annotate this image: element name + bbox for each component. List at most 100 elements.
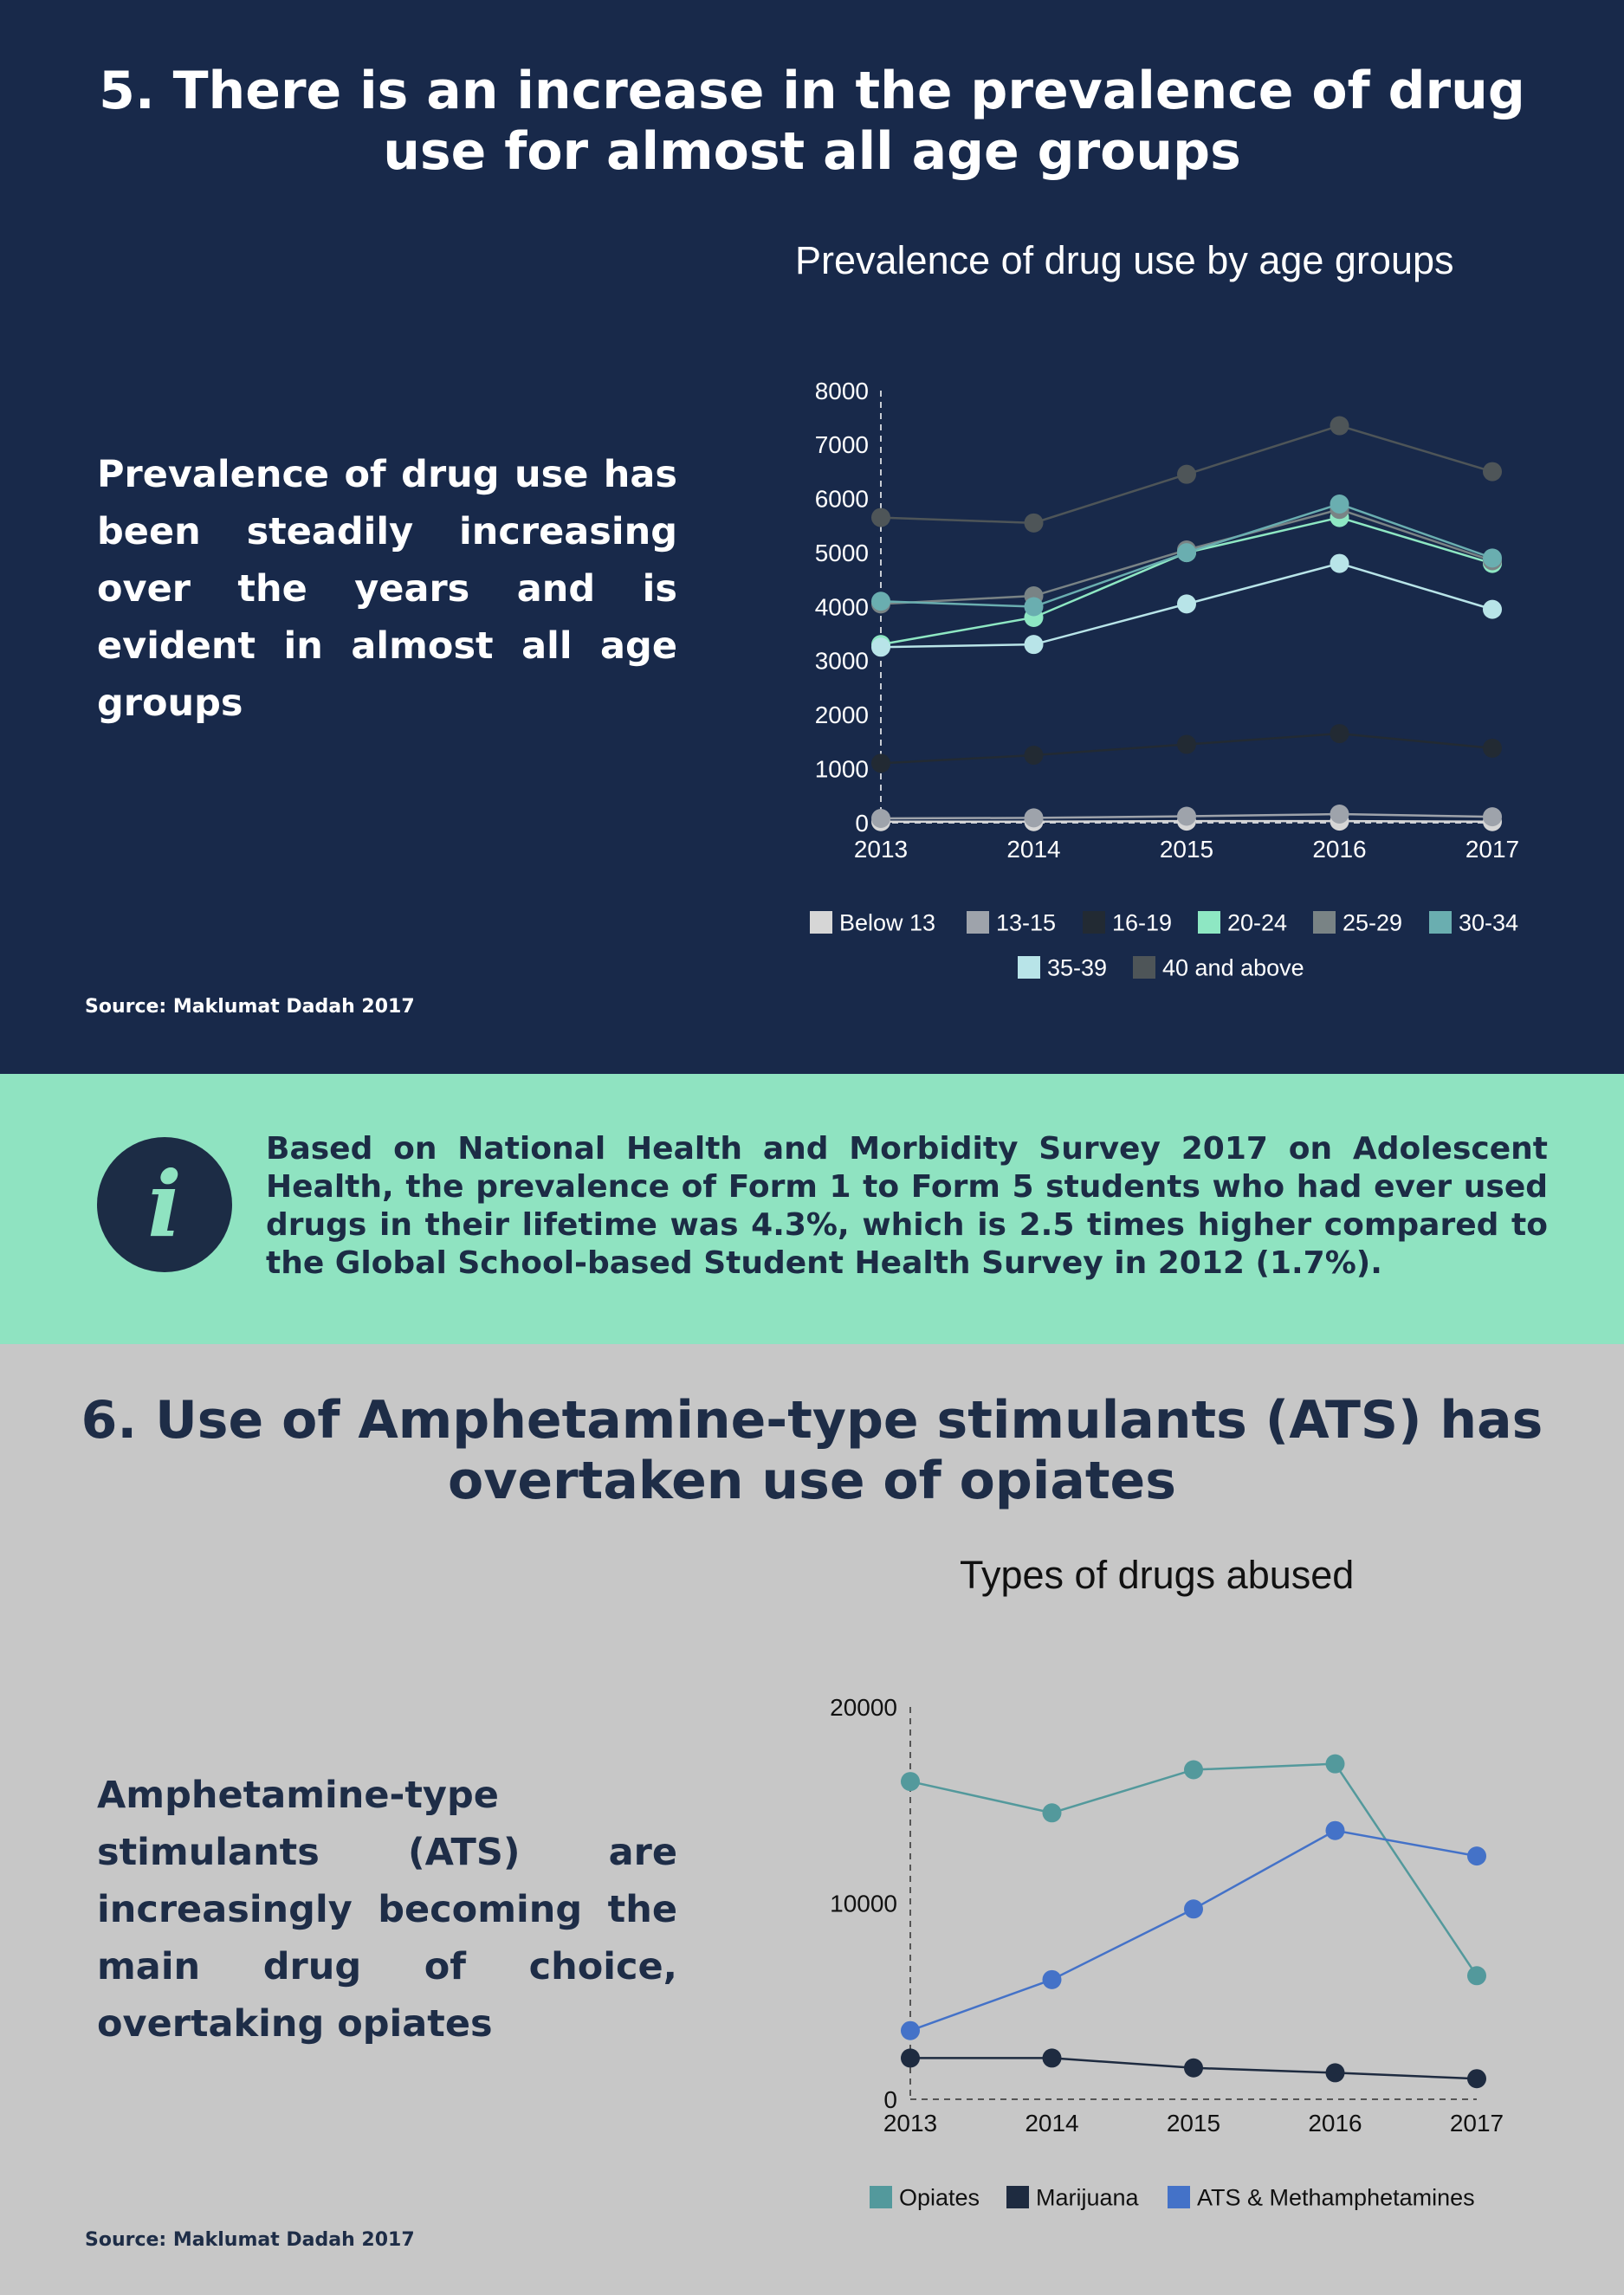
legend-swatch xyxy=(810,911,832,934)
legend-swatch xyxy=(870,2186,892,2208)
legend-swatch xyxy=(1168,2186,1190,2208)
series-marijuana xyxy=(901,2048,1486,2089)
series-line xyxy=(909,1829,1478,2032)
y-tick-label: 7000 xyxy=(815,431,869,458)
data-point xyxy=(1330,494,1349,514)
x-tick-label: 2013 xyxy=(883,2110,937,2137)
data-point xyxy=(1184,1760,1203,1780)
x-tick-label: 2015 xyxy=(1167,2110,1220,2137)
data-point xyxy=(1330,553,1349,573)
legend-label: 30-34 xyxy=(1459,910,1518,936)
data-point xyxy=(1042,1803,1062,1823)
y-tick-label: 6000 xyxy=(815,486,869,513)
data-point xyxy=(871,753,890,773)
series-13-15 xyxy=(871,805,1502,829)
info-banner xyxy=(0,1074,1624,1344)
legend-swatch xyxy=(1083,911,1105,934)
data-point xyxy=(1177,734,1196,754)
legend-label: Below 13 xyxy=(839,910,935,936)
legend-label: 20-24 xyxy=(1227,910,1287,936)
series-40-and-above xyxy=(871,416,1502,533)
data-point xyxy=(1483,738,1502,758)
chart-1-title: Prevalence of drug use by age groups xyxy=(795,238,1454,282)
data-point xyxy=(1330,724,1349,744)
data-point xyxy=(1467,1846,1486,1866)
legend-swatch xyxy=(1133,956,1155,979)
section-5-lead-text: Prevalence of drug use has been steadily… xyxy=(97,453,677,725)
data-point xyxy=(1483,548,1502,568)
section-6-source: Source: Maklumat Dadah 2017 xyxy=(85,2229,415,2251)
data-point xyxy=(1024,513,1044,533)
series-30-34 xyxy=(871,494,1502,617)
legend-swatch xyxy=(967,911,989,934)
data-point xyxy=(1024,808,1044,828)
y-tick-label: 5000 xyxy=(815,540,869,566)
section-6-lead-text: Amphetamine-type stimulants (ATS) are in… xyxy=(97,1774,677,2046)
y-tick-label: 10000 xyxy=(830,1890,897,1917)
series-ats-methamphetamines xyxy=(901,1820,1486,2040)
x-tick-label: 2015 xyxy=(1160,836,1213,863)
data-point xyxy=(901,2020,920,2040)
section-6-heading: 6. Use of Amphetamine-type stimulants (A… xyxy=(81,1390,1543,1511)
x-tick-label: 2016 xyxy=(1312,836,1366,863)
data-point xyxy=(1024,746,1044,766)
y-tick-label: 8000 xyxy=(815,378,869,404)
legend-swatch xyxy=(1198,911,1220,934)
legend-swatch xyxy=(1429,911,1452,934)
y-tick-label: 0 xyxy=(883,2086,897,2113)
data-point xyxy=(1325,1820,1345,1840)
series-opiates xyxy=(901,1754,1486,1986)
y-tick-label: 0 xyxy=(855,810,869,837)
section-5-source: Source: Maklumat Dadah 2017 xyxy=(85,996,415,1018)
data-point xyxy=(1184,1899,1203,1919)
data-point xyxy=(871,507,890,527)
data-point xyxy=(1177,543,1196,563)
data-point xyxy=(901,1772,920,1792)
y-tick-label: 3000 xyxy=(815,648,869,675)
y-tick-label: 20000 xyxy=(830,1694,897,1721)
age-group-line-chart: 0 1000 2000 3000 4000 5000 6000 7000 8000 2013 201… xyxy=(810,378,1519,981)
data-point xyxy=(1467,2069,1486,2089)
legend-label: 25-29 xyxy=(1343,910,1402,936)
legend-swatch xyxy=(1006,2186,1029,2208)
data-point xyxy=(1177,464,1196,484)
data-point xyxy=(871,809,890,829)
legend-swatch xyxy=(1018,956,1040,979)
x-tick-label: 2014 xyxy=(1006,836,1060,863)
x-tick-label: 2016 xyxy=(1308,2110,1362,2137)
data-point xyxy=(1330,805,1349,824)
info-glyph: i xyxy=(147,1151,182,1257)
section-5-heading: 5. There is an increase in the prevalenc… xyxy=(99,61,1525,182)
data-point xyxy=(1184,2058,1203,2078)
data-point xyxy=(1483,807,1502,827)
data-point xyxy=(1483,462,1502,482)
x-tick-label: 2013 xyxy=(854,836,908,863)
data-point xyxy=(1325,1754,1345,1774)
legend-swatch xyxy=(1313,911,1336,934)
x-tick-label: 2014 xyxy=(1025,2110,1078,2137)
legend-label: 13-15 xyxy=(996,910,1056,936)
legend-label: 16-19 xyxy=(1112,910,1172,936)
y-tick-label: 2000 xyxy=(815,701,869,728)
chart-2-title: Types of drugs abused xyxy=(960,1553,1355,1597)
data-point xyxy=(1024,635,1044,655)
legend-label: Opiates xyxy=(899,2185,980,2211)
data-point xyxy=(1483,599,1502,619)
legend-label: ATS & Methamphetamines xyxy=(1197,2185,1475,2211)
series-line xyxy=(909,1762,1478,1976)
series-16-19 xyxy=(871,724,1502,773)
legend-label: 40 and above xyxy=(1162,955,1304,981)
x-tick-label: 2017 xyxy=(1465,836,1519,863)
legend-label: 35-39 xyxy=(1047,955,1107,981)
y-tick-label: 1000 xyxy=(815,755,869,782)
data-point xyxy=(901,2048,920,2068)
info-icon: i xyxy=(97,1137,232,1272)
x-tick-label: 2017 xyxy=(1450,2110,1504,2137)
data-point xyxy=(1042,2048,1062,2068)
data-point xyxy=(1177,806,1196,826)
data-point xyxy=(1177,594,1196,614)
data-point xyxy=(1042,1969,1062,1989)
y-tick-label: 4000 xyxy=(815,593,869,620)
data-point xyxy=(1330,416,1349,436)
